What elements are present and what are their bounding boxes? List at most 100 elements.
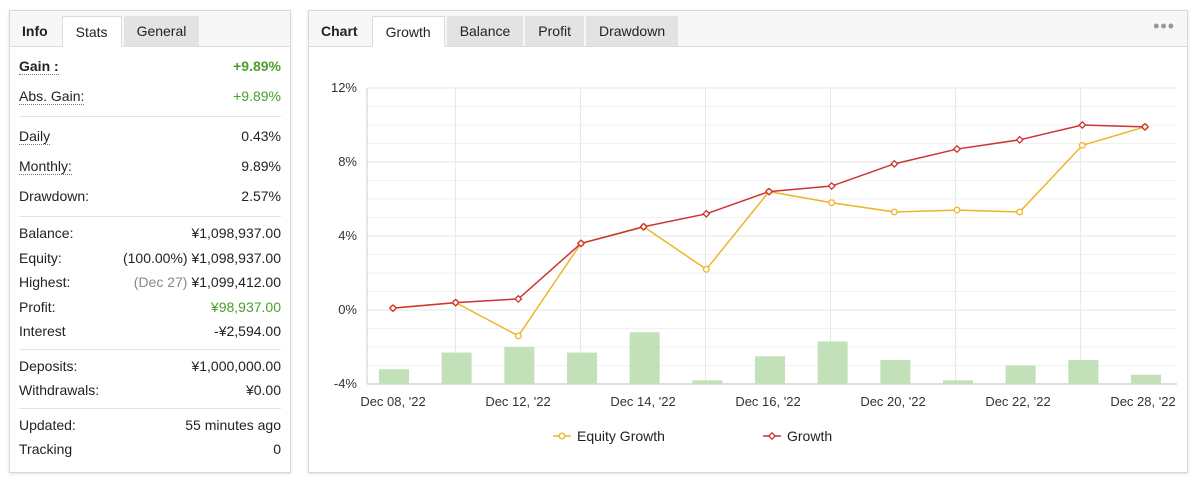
stats-panel: Info Stats General Gain : +9.89% Abs. Ga… [9,10,291,473]
drawdown-label: Drawdown: [19,188,90,204]
growth-chart[interactable]: 12% 8% 4% 0% -4% Dec 08, '22 Dec 12, '22 Dec 1… [309,47,1187,472]
legend-marker [767,431,777,441]
deposits-label: Deposits: [19,357,78,374]
tab-general[interactable]: General [123,16,200,46]
growth-point [576,239,586,248]
balance-value: ¥1,098,937.00 [191,225,281,242]
updated-value: 55 minutes ago [185,416,281,433]
withdrawals-row: Withdrawals: ¥0.00 [19,378,281,403]
growth-point [514,294,523,304]
equity-note: (100.00%) [122,249,188,266]
legend-item-equity-growth[interactable]: Equity Growth [553,428,665,444]
x-tick-label: Dec 22, '22 [985,394,1050,409]
bar [567,352,597,384]
gain-label[interactable]: Gain : [19,57,59,75]
equity-value-wrap: (100.00%) ¥1,098,937.00 [123,250,281,266]
growth-point [764,187,774,196]
account-group: Balance: ¥1,098,937.00 Equity: (100.00%)… [19,217,281,350]
profit-value: ¥98,937.00 [210,298,281,315]
tracking-label: Tracking [19,441,73,458]
tab-balance[interactable]: Balance [446,16,524,46]
daily-value: 0.43% [241,128,281,144]
equity-point [890,208,898,216]
growth-point [1015,135,1024,144]
withdrawals-label: Withdrawals: [19,382,100,399]
growth-line [392,124,1146,309]
withdrawals-value: ¥0.00 [245,382,281,399]
y-tick-label: 0% [338,302,357,317]
legend-item-growth[interactable]: Growth [763,428,832,444]
equity-point [514,332,522,340]
x-tick-label: Dec 16, '22 [735,394,800,409]
bar [504,347,535,384]
y-tick-label: -4% [334,376,358,391]
highest-value: ¥1,099,412.00 [191,274,281,291]
drawdown-row: Drawdown: 2.57% [19,181,281,211]
equity-point [1078,141,1086,149]
equity-value: ¥1,098,937.00 [191,249,281,266]
chart-grid [366,87,1177,385]
tracking-value: 0 [273,441,281,458]
tab-profit[interactable]: Profit [525,16,584,46]
gain-row: Gain : +9.89% [19,51,281,81]
deposits-value: ¥1,000,000.00 [191,357,281,374]
gain-group: Gain : +9.89% Abs. Gain: +9.89% [19,47,281,117]
x-axis-ticks: Dec 08, '22 Dec 12, '22 Dec 14, '22 Dec 16,… [360,394,1175,409]
growth-point [1140,122,1150,131]
interest-value: -¥2,594.00 [214,323,281,340]
bar [943,380,973,384]
growth-point [388,304,398,313]
legend-label: Growth [787,428,832,444]
updated-row: Updated: 55 minutes ago [19,413,281,438]
updated-label: Updated: [19,416,76,433]
x-tick-label: Dec 28, '22 [1110,394,1175,409]
meta-group: Updated: 55 minutes ago Tracking 0 [19,409,281,467]
balance-row: Balance: ¥1,098,937.00 [19,221,281,246]
chart-lines [388,120,1150,340]
equity-point [1016,208,1024,216]
growth-point [890,159,899,168]
tab-info[interactable]: Info [22,23,48,39]
x-tick-label: Dec 14, '22 [610,394,675,409]
chart-bars [379,332,1161,384]
tab-chart[interactable]: Chart [321,23,358,39]
stats-list: Gain : +9.89% Abs. Gain: +9.89% Daily 0.… [10,47,290,467]
bar [880,359,911,384]
profit-row: Profit: ¥98,937.00 [19,295,281,320]
growth-point [952,144,962,154]
x-tick-label: Dec 08, '22 [360,394,425,409]
deposits-row: Deposits: ¥1,000,000.00 [19,354,281,379]
y-tick-label: 8% [338,154,357,169]
bar [1068,359,1099,384]
bar [817,341,848,384]
bar [692,380,723,384]
tab-drawdown[interactable]: Drawdown [585,16,679,46]
bar [1131,374,1161,384]
y-tick-label: 4% [338,228,357,243]
legend-label: Equity Growth [577,428,665,444]
equity-point [828,199,836,207]
highest-label: Highest: [19,274,71,291]
more-dots-icon[interactable]: ••• [1153,16,1175,36]
monthly-label[interactable]: Monthly: [19,157,72,175]
funding-group: Deposits: ¥1,000,000.00 Withdrawals: ¥0.… [19,350,281,409]
tab-growth[interactable]: Growth [371,16,445,47]
chart-panel: Chart Growth Balance Profit Drawdown •••… [308,10,1188,473]
abs-gain-value: +9.89% [233,88,281,104]
growth-point [827,181,836,191]
bar [1005,365,1036,384]
abs-gain-label[interactable]: Abs. Gain: [19,87,85,105]
daily-label[interactable]: Daily [19,127,51,145]
highest-value-wrap: (Dec 27) ¥1,099,412.00 [134,274,281,290]
left-tab-bar: Info Stats General [10,11,290,47]
equity-growth-line [392,126,1146,337]
monthly-value: 9.89% [241,158,281,174]
profit-label: Profit: [19,298,56,315]
growth-point [639,222,648,231]
interest-label: Interest [19,323,66,340]
abs-gain-row: Abs. Gain: +9.89% [19,81,281,111]
equity-label: Equity: [19,249,62,266]
y-tick-label: 12% [331,80,357,95]
chart-legend[interactable]: Equity Growth Growth [553,428,832,444]
tab-stats[interactable]: Stats [61,16,122,47]
